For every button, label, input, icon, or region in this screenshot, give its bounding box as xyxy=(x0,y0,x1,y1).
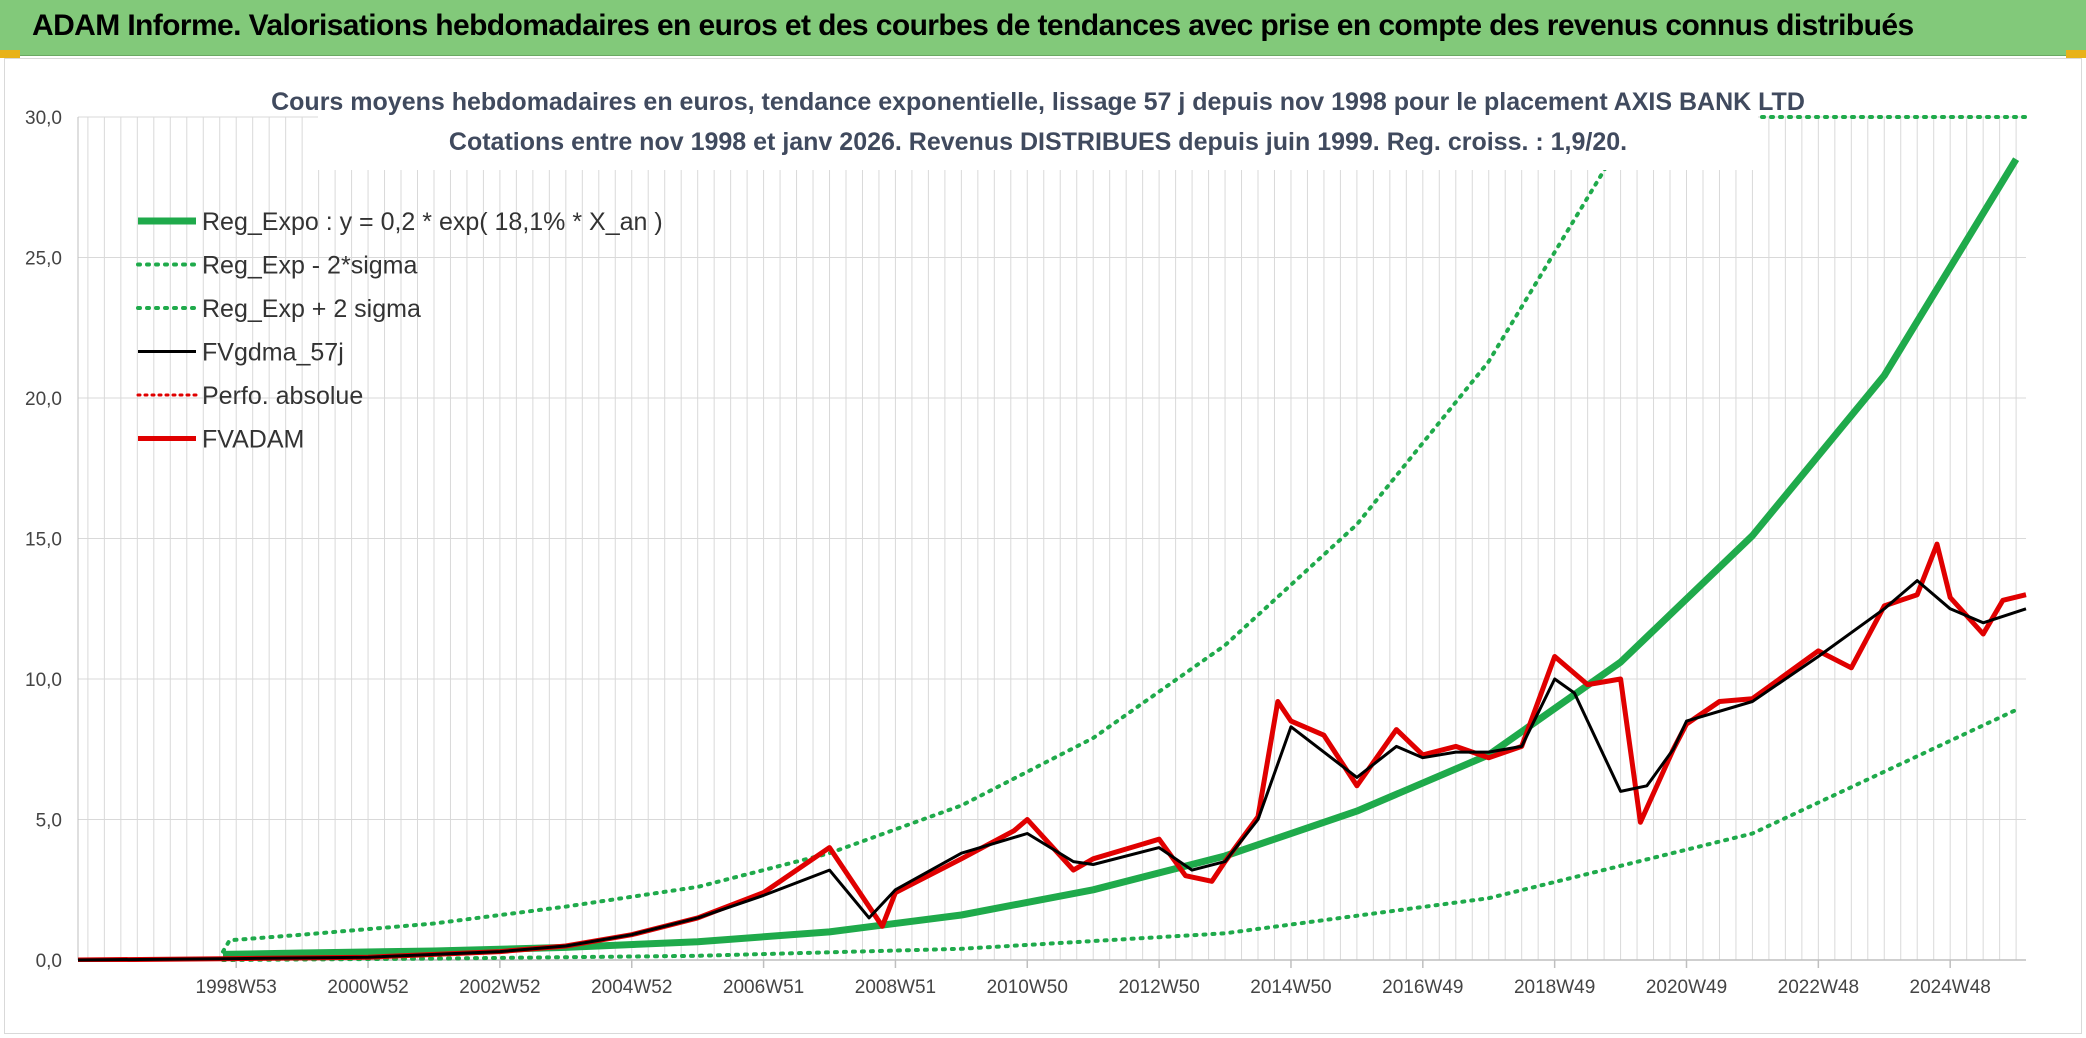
chart-title-line-1: Cours moyens hebdomadaires en euros, ten… xyxy=(271,88,1805,116)
x-tick-label: 2016W49 xyxy=(1382,977,1463,998)
report-header: ADAM Informe. Valorisations hebdomadaire… xyxy=(0,0,2086,58)
x-tick-label: 1998W53 xyxy=(196,977,277,998)
x-tick-label: 2004W52 xyxy=(591,977,672,998)
header-accent-right xyxy=(2066,50,2086,58)
series-line-0 xyxy=(222,157,2020,958)
header-accent-left xyxy=(0,50,20,58)
x-tick-label: 2012W50 xyxy=(1118,977,1199,998)
x-tick-label: 2020W49 xyxy=(1646,977,1727,998)
series-line-2 xyxy=(221,162,1610,954)
x-tick-label: 2006W51 xyxy=(723,977,804,998)
x-tick-label: 2010W50 xyxy=(987,977,1068,998)
y-tick-label: 15,0 xyxy=(25,530,62,551)
x-tick-label: 2002W52 xyxy=(459,977,540,998)
x-tick-label: 2000W52 xyxy=(327,977,408,998)
x-tick-label: 2008W51 xyxy=(855,977,936,998)
axis-ticks: 0,0 5,0 10,0 15,0 20,0 25,0 30,0 1998W53 2000W52… xyxy=(25,108,1991,998)
x-tick-label: 2022W48 xyxy=(1778,977,1859,998)
x-tick-label: 2014W50 xyxy=(1250,977,1331,998)
x-tick-label: 2018W49 xyxy=(1514,977,1595,998)
chart-title: Cours moyens hebdomadaires en euros, ten… xyxy=(271,80,1805,170)
legend-label: Reg_Exp - 2*sigma xyxy=(202,252,417,280)
y-tick-label: 30,0 xyxy=(25,108,62,129)
legend-label: FVADAM xyxy=(202,426,304,454)
y-tick-label: 10,0 xyxy=(25,670,62,691)
legend-label: FVgdma_57j xyxy=(202,339,344,367)
legend-label: Reg_Expo : y = 0,2 * exp( 18,1% * X_an ) xyxy=(202,208,663,236)
y-tick-label: 20,0 xyxy=(25,389,62,410)
legend-label: Reg_Exp + 2 sigma xyxy=(202,295,421,323)
grid xyxy=(77,116,2026,961)
chart-title-background xyxy=(318,80,1758,170)
x-tick-label: 2024W48 xyxy=(1910,977,1991,998)
series-line-1 xyxy=(221,707,2019,962)
y-tick-label: 0,0 xyxy=(36,951,62,972)
y-tick-label: 5,0 xyxy=(36,811,62,832)
series-lines xyxy=(78,115,2028,962)
chart-frame xyxy=(4,58,2082,1034)
legend-label: Perfo. absolue xyxy=(202,382,363,410)
series-line-3 xyxy=(78,579,2027,962)
report-title: ADAM Informe. Valorisations hebdomadaire… xyxy=(32,9,1914,42)
y-tick-label: 25,0 xyxy=(25,249,62,270)
chart-title-line-2: Cotations entre nov 1998 et janv 2026. R… xyxy=(449,128,1627,156)
legend: Reg_Expo : y = 0,2 * exp( 18,1% * X_an )… xyxy=(136,208,663,454)
